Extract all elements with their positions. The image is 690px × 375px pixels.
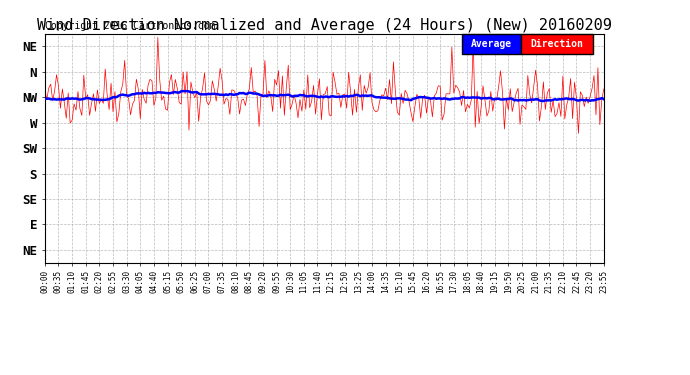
Title: Wind Direction Normalized and Average (24 Hours) (New) 20160209: Wind Direction Normalized and Average (2… bbox=[37, 18, 612, 33]
Text: Direction: Direction bbox=[531, 39, 584, 49]
Text: Average: Average bbox=[471, 39, 512, 49]
Text: Copyright 2016 Cartronics.com: Copyright 2016 Cartronics.com bbox=[45, 21, 215, 32]
